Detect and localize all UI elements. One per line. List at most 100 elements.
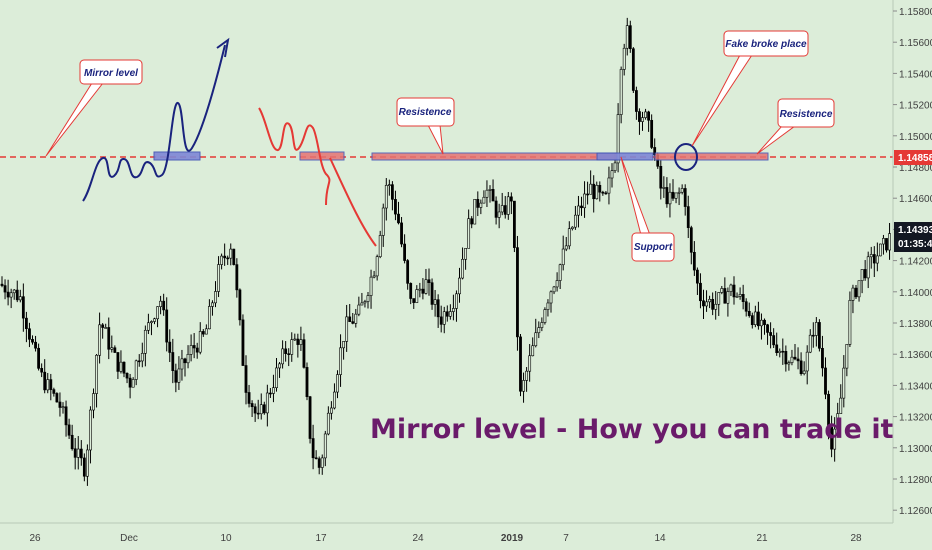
candle-body [628, 25, 632, 50]
candle-body [647, 111, 651, 121]
candle-body [763, 319, 766, 326]
candle-body [821, 347, 824, 369]
zone-resistance-main[interactable] [371, 152, 618, 161]
callout-support[interactable]: Support [620, 156, 675, 262]
price-tick-label: 1.14600 [899, 194, 932, 205]
callout-resistence-right[interactable]: Resistence [756, 98, 835, 155]
candle-body [863, 269, 867, 279]
price-tick-label: 1.13000 [899, 444, 932, 455]
blue-freehand-path [82, 44, 226, 202]
candle-body [589, 183, 593, 195]
time-tick-label: Dec [120, 533, 138, 544]
candle-body [744, 301, 748, 312]
candle-body [735, 296, 739, 298]
candle-body [814, 322, 818, 336]
candle-body [308, 396, 312, 439]
candle-body [491, 189, 495, 202]
candle-body [772, 335, 776, 346]
candle-body [165, 309, 169, 343]
candle-body [162, 300, 166, 311]
candle-body [885, 238, 888, 251]
candle-body [878, 243, 882, 257]
candle-body [229, 248, 233, 259]
mirror-level-tag-bg [894, 150, 932, 165]
candle-body [662, 187, 666, 189]
zone-blue-left[interactable] [153, 151, 201, 161]
callout-resistence-right-pointer [756, 125, 796, 155]
candle-body [40, 368, 44, 373]
callout-support-text: Support [634, 242, 673, 253]
candle-body [793, 356, 797, 360]
candle-body [275, 367, 278, 389]
candle-body [723, 288, 727, 304]
candle-body [851, 287, 855, 301]
price-tick-label: 1.15000 [899, 132, 932, 143]
time-tick-label: 24 [412, 533, 424, 544]
callout-resistence-main[interactable]: Resistence [396, 97, 455, 155]
candle-body [305, 367, 309, 397]
fake-break-ellipse[interactable] [674, 143, 698, 171]
candle-body [598, 185, 602, 193]
candle-body [503, 205, 507, 215]
candle-body [98, 324, 102, 356]
candle-body [409, 283, 413, 299]
candle-body [766, 324, 769, 333]
candle-body [82, 457, 86, 477]
callout-fake-break[interactable]: Fake broke place [691, 30, 809, 147]
candle-body [516, 247, 519, 338]
price-tick-label: 1.15600 [899, 38, 932, 49]
last-price-tag-bg [894, 222, 932, 252]
candle-body [680, 188, 684, 193]
candle-body [833, 428, 837, 450]
candle-body [882, 238, 885, 245]
candle-body [320, 457, 324, 468]
candle-body [811, 334, 815, 337]
candle-body [461, 258, 464, 279]
candle-body [342, 341, 346, 349]
candle-body [211, 302, 214, 307]
candle-body [180, 358, 184, 370]
price-axis-background[interactable] [893, 0, 932, 550]
candle-body [638, 111, 641, 122]
candle-body [9, 292, 13, 298]
zone-red-left[interactable] [299, 151, 345, 161]
candle-body [464, 248, 468, 260]
price-tick-label: 1.13800 [899, 319, 932, 330]
candle-body [836, 413, 840, 430]
time-tick-label: 17 [315, 533, 327, 544]
candle-body [775, 344, 779, 354]
candle-body [79, 448, 83, 459]
candle-body [485, 189, 489, 198]
candle-body [345, 316, 349, 342]
candle-body [421, 288, 425, 294]
candle-body [451, 308, 455, 312]
candle-body [278, 363, 281, 369]
candle-body [232, 248, 236, 265]
candle-body [839, 397, 843, 414]
candle-body [15, 289, 19, 301]
time-axis-background[interactable] [0, 524, 932, 550]
candle-body [528, 355, 532, 372]
candle-body [268, 392, 272, 395]
candle-body [122, 361, 126, 374]
zone-support[interactable] [596, 152, 654, 161]
candle-body [747, 310, 751, 316]
candle-body [644, 111, 647, 118]
zone-resistance-right[interactable] [654, 152, 769, 161]
candle-body [284, 348, 288, 354]
candle-body [70, 434, 74, 450]
candle-body [390, 184, 394, 200]
candle-body [830, 426, 834, 450]
candle-body [546, 302, 550, 310]
price-tick-label: 1.15200 [899, 101, 932, 112]
callout-mirror-level[interactable]: Mirror level [45, 59, 143, 157]
candle-body [418, 288, 422, 291]
candle-body [769, 332, 773, 336]
time-tick-label: 21 [756, 533, 768, 544]
candle-body [150, 321, 153, 324]
candle-body [21, 296, 25, 319]
candle-body [6, 291, 10, 298]
callout-resistence-main-text: Resistence [399, 107, 452, 118]
